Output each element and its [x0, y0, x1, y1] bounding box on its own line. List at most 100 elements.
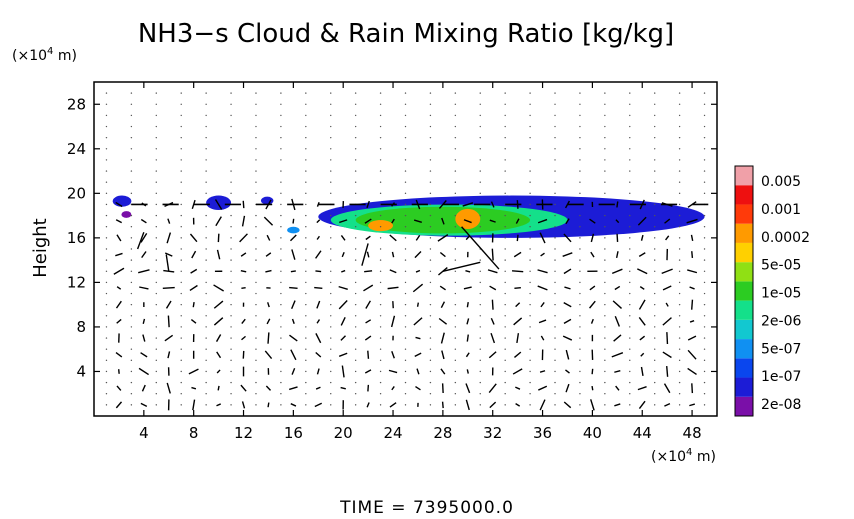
grid-dot — [130, 181, 133, 183]
grid-dot — [504, 348, 506, 350]
grid-dot — [180, 248, 182, 250]
grid-dot — [180, 326, 182, 328]
grid-dot — [155, 148, 157, 150]
grid-dot — [379, 214, 382, 217]
grid-dot — [330, 393, 332, 395]
grid-dot — [180, 259, 182, 261]
grid-dot — [654, 214, 656, 217]
grid-dot — [604, 303, 606, 306]
grid-dot — [454, 270, 457, 272]
wind-vector — [241, 335, 246, 341]
wind-vector — [539, 370, 546, 373]
grid-dot — [130, 170, 133, 172]
grid-dot — [404, 370, 407, 373]
grid-dot — [703, 248, 706, 250]
grid-dot — [629, 259, 631, 261]
grid-dot — [354, 326, 357, 328]
grid-dot — [678, 226, 681, 228]
grid-dot — [654, 237, 656, 239]
grid-dot — [255, 303, 257, 306]
grid-dot — [230, 359, 232, 362]
grid-dot — [205, 270, 207, 272]
grid-dot — [255, 259, 257, 261]
wind-vector — [565, 369, 570, 374]
colorbar-swatch — [735, 319, 753, 340]
wind-vector — [614, 403, 621, 407]
grid-dot — [479, 214, 481, 217]
grid-dot — [230, 259, 232, 261]
wind-vector — [290, 270, 296, 273]
grid-dot — [454, 381, 457, 384]
wind-vector — [511, 270, 524, 273]
cloud-region — [206, 195, 232, 211]
grid-dot — [305, 237, 307, 239]
grid-dot — [155, 248, 157, 250]
grid-dot — [554, 148, 556, 150]
wind-vector — [316, 219, 321, 224]
grid-dot — [230, 370, 232, 373]
wind-vector — [589, 300, 596, 309]
grid-dot — [155, 348, 157, 350]
grid-dot — [230, 326, 232, 328]
grid-dot — [305, 214, 307, 217]
grid-dot — [604, 370, 606, 373]
wind-vector — [265, 269, 272, 273]
grid-dot — [404, 248, 407, 250]
wind-vector — [216, 369, 221, 374]
grid-dot — [429, 326, 432, 328]
wind-vector — [589, 218, 596, 224]
grid-dot — [305, 148, 307, 150]
grid-dot — [404, 326, 407, 328]
grid-dot — [305, 303, 307, 306]
grid-dot — [155, 337, 157, 339]
wind-vector — [414, 251, 422, 259]
grid-dot — [255, 393, 257, 395]
grid-dot — [678, 326, 681, 328]
grid-dot — [130, 148, 133, 150]
grid-dot — [180, 226, 182, 228]
grid-dot — [703, 359, 706, 362]
wind-vector — [216, 249, 221, 260]
grid-dot — [354, 259, 357, 261]
grid-dot — [255, 214, 257, 217]
wind-vector — [516, 333, 520, 344]
grid-dot — [579, 381, 581, 384]
x-tick-label: 32 — [483, 424, 502, 442]
grid-dot — [180, 348, 182, 350]
grid-dot — [105, 315, 108, 317]
grid-dot — [379, 237, 382, 239]
grid-dot — [429, 404, 432, 406]
grid-dot — [354, 370, 357, 373]
grid-dot — [130, 259, 133, 261]
grid-dot — [454, 370, 457, 373]
grid-dot — [678, 404, 681, 406]
grid-dot — [678, 303, 681, 306]
grid-dot — [155, 192, 157, 195]
grid-dot — [454, 248, 457, 250]
grid-dot — [454, 192, 457, 195]
grid-dot — [280, 148, 282, 150]
grid-dot — [529, 181, 531, 183]
grid-dot — [529, 114, 531, 117]
wind-vector — [415, 269, 421, 273]
y-unit-suffix: m) — [53, 48, 77, 64]
grid-dot — [579, 248, 581, 250]
y-tick-label: 16 — [67, 229, 86, 247]
grid-dot — [629, 326, 631, 328]
grid-dot — [579, 404, 581, 406]
grid-dot — [330, 359, 332, 362]
wind-vector — [290, 403, 297, 407]
wind-vector — [640, 352, 645, 357]
wind-vector — [513, 251, 522, 258]
grid-dot — [230, 192, 232, 195]
grid-dot — [678, 292, 681, 295]
grid-dot — [305, 159, 307, 161]
grid-dot — [654, 136, 656, 139]
grid-dot — [205, 381, 207, 384]
grid-dot — [654, 125, 656, 128]
wind-vector — [242, 200, 245, 209]
grid-dot — [504, 381, 506, 384]
grid-dot — [330, 192, 332, 195]
grid-dot — [678, 259, 681, 261]
